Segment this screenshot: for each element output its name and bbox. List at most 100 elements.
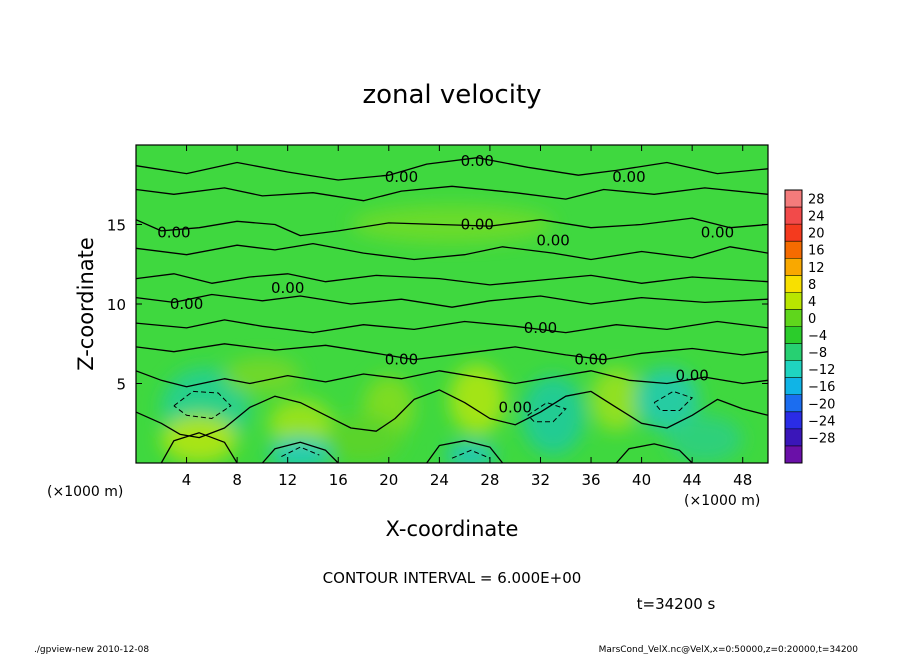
colorbar-label: 12 — [808, 261, 825, 276]
colorbar: 28 24 20 16 12 8 4 0 −4 −8 −12 −16 −20 −24 −28 — [784, 189, 835, 464]
colorbar-swatch — [785, 207, 802, 225]
contour-line-negative — [281, 446, 320, 458]
x-tick-label: 24 — [430, 471, 449, 489]
contour-line — [136, 293, 768, 308]
field-blob — [445, 442, 497, 463]
contour-label: 0.00 — [524, 319, 557, 337]
x-unit-right: (×1000 m) — [684, 493, 760, 509]
colorbar-swatch — [785, 241, 802, 259]
contour-line — [136, 370, 768, 388]
colorbar-swatch — [785, 343, 802, 361]
contour-line — [160, 432, 238, 463]
contour-line-negative — [451, 449, 491, 459]
contour-labels: 0.00 0.00 0.00 0.00 0.00 0.00 0.00 0.00 0.00 0.00… — [157, 152, 734, 416]
contour-line — [136, 343, 768, 361]
contour-label: 0.00 — [675, 367, 708, 385]
x-tick-label: 8 — [232, 471, 242, 489]
contour-label: 0.00 — [461, 152, 494, 170]
x-tick-label: 40 — [632, 471, 651, 489]
x-tick-label: 48 — [733, 471, 752, 489]
field-blob — [635, 367, 699, 432]
colorbar-label: 0 — [808, 312, 816, 327]
field-blob — [161, 415, 238, 463]
colorbar-label: 24 — [808, 210, 825, 225]
colorbar-label: −4 — [808, 329, 827, 344]
field-blobs — [161, 205, 743, 463]
colorbar-swatch — [785, 326, 802, 344]
contour-line — [136, 389, 768, 439]
colorbar-label: −16 — [808, 380, 835, 395]
contour-label: 0.00 — [385, 351, 418, 369]
contour-line — [136, 217, 768, 237]
colorbar-swatch — [785, 445, 802, 464]
contour-label: 0.00 — [385, 168, 418, 186]
contour-line — [136, 319, 768, 334]
colorbar-label: −24 — [808, 414, 835, 429]
contour-label: 0.00 — [574, 351, 607, 369]
x-tick-label: 12 — [278, 471, 297, 489]
y-axis-label: Z-coordinate — [74, 237, 98, 371]
contour-line — [136, 157, 768, 181]
contour-label: 0.00 — [701, 223, 734, 241]
contour-lines — [136, 157, 768, 463]
colorbar-label: 4 — [808, 295, 816, 310]
field-blob — [224, 356, 301, 395]
contour-label: 0.00 — [271, 279, 304, 297]
x-tick-label: 16 — [329, 471, 348, 489]
colorbar-label: 20 — [808, 227, 825, 242]
colorbar-label: 8 — [808, 278, 816, 293]
field-blob — [449, 364, 506, 435]
field-blob — [268, 437, 332, 463]
contour-line — [615, 443, 693, 463]
colorbar-label: −12 — [808, 363, 835, 378]
x-tick-label: 32 — [531, 471, 550, 489]
colorbar-swatch — [785, 360, 802, 378]
colorbar-swatch — [785, 258, 802, 276]
field-blob — [666, 415, 743, 463]
colorbar-swatch — [785, 275, 802, 293]
colorbar-label: −20 — [808, 397, 835, 412]
footer-left: ./gpview-new 2010-12-08 — [34, 645, 149, 654]
colorbar-swatch — [785, 309, 802, 327]
colorbar-swatch — [785, 190, 802, 208]
contour-label: 0.00 — [498, 398, 531, 416]
plot-area: 0.00 0.00 0.00 0.00 0.00 0.00 0.00 0.00 0.00 0.00… — [136, 145, 768, 463]
x-tick-label: 4 — [182, 471, 192, 489]
contour-label: 0.00 — [536, 231, 569, 249]
x-unit-left: (×1000 m) — [47, 484, 123, 500]
contour-line-negative — [653, 390, 694, 411]
contour-line — [136, 185, 768, 202]
x-axis-label: X-coordinate — [386, 517, 519, 541]
colorbar-swatch — [785, 394, 802, 413]
colorbar-swatch — [785, 377, 802, 396]
x-axis-ticks: 4 8 12 16 20 24 28 32 36 40 44 48 — [182, 145, 752, 489]
chart-title: zonal velocity — [362, 80, 541, 110]
contour-line — [426, 440, 504, 463]
contour-label: 0.00 — [170, 295, 203, 313]
contour-line-negative — [173, 390, 232, 420]
y-axis-ticks: 5 10 15 — [107, 217, 768, 394]
colorbar-swatch — [785, 428, 802, 447]
x-tick-label: 44 — [683, 471, 702, 489]
contour-line — [261, 441, 339, 463]
contour-label: 0.00 — [612, 168, 645, 186]
colorbar-label: −28 — [808, 431, 835, 446]
time-label: t=34200 s — [637, 595, 716, 613]
colorbar-swatch — [785, 292, 802, 310]
field-blob — [268, 399, 332, 448]
colorbar-label: 16 — [808, 244, 825, 259]
y-tick-label: 10 — [107, 296, 126, 314]
contour-line — [136, 273, 768, 286]
contour-label: 0.00 — [461, 216, 494, 234]
x-tick-label: 28 — [480, 471, 499, 489]
y-tick-label: 5 — [116, 376, 126, 394]
footer-right: MarsCond_VelX.nc@VelX,x=0:50000,z=0:2000… — [599, 645, 859, 654]
x-tick-label: 36 — [581, 471, 600, 489]
y-tick-label: 15 — [107, 217, 126, 235]
x-tick-label: 20 — [379, 471, 398, 489]
colorbar-swatch — [785, 411, 802, 430]
contour-line — [136, 242, 768, 261]
contour-label: 0.00 — [157, 223, 190, 241]
colorbar-swatch — [785, 224, 802, 242]
